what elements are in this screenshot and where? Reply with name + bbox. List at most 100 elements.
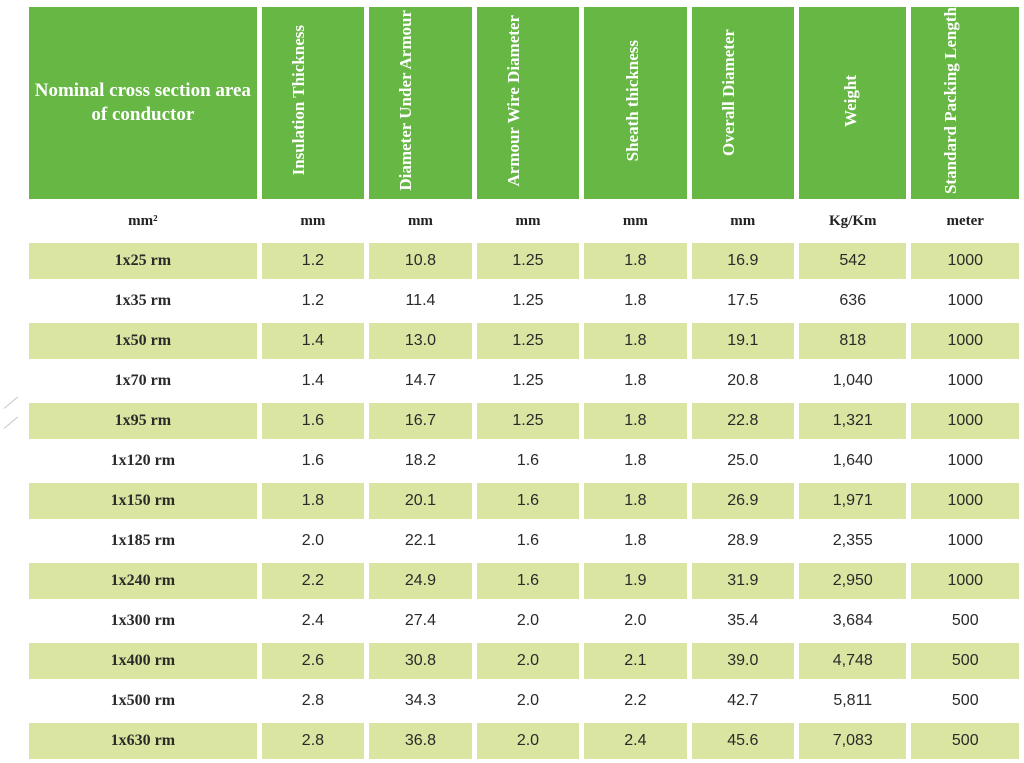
- header-standard-packing-length: Standard Packing Length: [911, 7, 1019, 200]
- table-cell: 22.8: [691, 403, 795, 440]
- table-cell: 500: [911, 643, 1019, 680]
- table-cell: 26.9: [691, 483, 795, 520]
- table-cell: 1.9: [584, 563, 687, 600]
- table-cell: 500: [951, 612, 979, 630]
- table-cell: 1000: [911, 403, 1019, 440]
- unit-cell: mm: [515, 212, 541, 229]
- table-cell: 2.8: [301, 692, 325, 710]
- header-armour-wire-diameter: Armour Wire Diameter: [476, 7, 580, 200]
- conductor-size-cell: 1x400 rm: [29, 643, 257, 680]
- table-row: 1x50 rm 1.4 13.0 1.25 1.8 19.1 818 1000: [29, 323, 1019, 360]
- table-cell: 1.8: [261, 483, 365, 520]
- table-cell: 31.9: [691, 563, 795, 600]
- table-cell: 1.6: [476, 483, 580, 520]
- table-cell: 2.0: [476, 643, 580, 680]
- table-cell: 1.6: [476, 563, 580, 600]
- table-row: 1x120 rm 1.6 18.2 1.6 1.8 25.0 1,640 100…: [29, 443, 1019, 479]
- table-cell: 1.25: [512, 372, 544, 390]
- table-cell: 14.7: [404, 372, 437, 390]
- table-cell: 500: [911, 723, 1019, 760]
- table-cell: 1,321: [799, 403, 907, 440]
- table-cell: 1.4: [301, 372, 325, 390]
- header-label: Insulation Thickness: [288, 25, 308, 176]
- table-row: 1x95 rm 1.6 16.7 1.25 1.8 22.8 1,321 100…: [29, 403, 1019, 440]
- table-cell: 542: [799, 243, 907, 280]
- conductor-size-cell: 1x25 rm: [29, 243, 257, 280]
- conductor-size-cell: 1x70 rm: [114, 372, 172, 390]
- header-label: Nominal cross section area of conductor: [34, 80, 251, 126]
- table-cell: 1.6: [516, 452, 540, 470]
- conductor-size-cell: 1x35 rm: [114, 292, 172, 310]
- header-diameter-under-armour: Diameter Under Armour: [369, 7, 472, 200]
- table-cell: 16.7: [369, 403, 472, 440]
- table-cell: 1.2: [301, 292, 325, 310]
- table-row: 1x25 rm 1.2 10.8 1.25 1.8 16.9 542 1000: [29, 243, 1019, 280]
- table-cell: 1.4: [261, 323, 365, 360]
- unit-cell: mm: [300, 212, 326, 229]
- table-cell: 2.0: [624, 612, 647, 630]
- table-cell: 24.9: [369, 563, 472, 600]
- table-cell: 27.4: [404, 612, 437, 630]
- table-row: 1x150 rm 1.8 20.1 1.6 1.8 26.9 1,971 100…: [29, 483, 1019, 520]
- header-sheath-thickness: Sheath thickness: [584, 7, 687, 200]
- table-cell: 1000: [911, 483, 1019, 520]
- table-cell: 30.8: [369, 643, 472, 680]
- table-cell: 20.1: [369, 483, 472, 520]
- table-cell: 500: [951, 692, 979, 710]
- header-label: Standard Packing Length: [941, 7, 961, 195]
- table-cell: 45.6: [691, 723, 795, 760]
- table-row: 1x185 rm 2.0 22.1 1.6 1.8 28.9 2,355 100…: [29, 523, 1019, 559]
- conductor-size-cell: 1x630 rm: [29, 723, 257, 760]
- header-overall-diameter: Overall Diameter: [691, 7, 795, 200]
- units-row: mm² mm mm mm mm mm Kg/Km meter: [29, 203, 1019, 239]
- table-cell: 2.2: [624, 692, 647, 710]
- conductor-size-cell: 1x120 rm: [110, 452, 176, 470]
- table-cell: 2.2: [261, 563, 365, 600]
- table-cell: 2.1: [584, 643, 687, 680]
- table-cell: 1.8: [624, 372, 647, 390]
- table-cell: 1000: [947, 292, 984, 310]
- table-cell: 42.7: [727, 692, 759, 710]
- table-cell: 1.8: [584, 243, 687, 280]
- table-cell: 10.8: [369, 243, 472, 280]
- table-cell: 25.0: [727, 452, 759, 470]
- table-cell: 36.8: [369, 723, 472, 760]
- table-cell: 28.9: [727, 532, 759, 550]
- table-cell: 2.4: [584, 723, 687, 760]
- decorative-line: [3, 396, 19, 409]
- table-cell: 1000: [911, 563, 1019, 600]
- table-cell: 1.25: [476, 323, 580, 360]
- unit-cell: mm²: [128, 212, 158, 229]
- table-cell: 2,950: [799, 563, 907, 600]
- table-cell: 3,684: [832, 612, 873, 630]
- table-cell: 1.25: [476, 243, 580, 280]
- table-cell: 2.0: [301, 532, 325, 550]
- table-cell: 11.4: [405, 292, 436, 310]
- header-label: Sheath thickness: [623, 39, 643, 162]
- table-cell: 1.8: [624, 452, 647, 470]
- table-cell: 636: [839, 292, 867, 310]
- table-row: 1x240 rm 2.2 24.9 1.6 1.9 31.9 2,950 100…: [29, 563, 1019, 600]
- table-row: 1x300 rm 2.4 27.4 2.0 2.0 35.4 3,684 500: [29, 603, 1019, 639]
- table-cell: 17.5: [727, 292, 759, 310]
- header-label: Diameter Under Armour: [396, 10, 416, 191]
- table-cell: 1.8: [624, 532, 647, 550]
- table-cell: 20.8: [727, 372, 759, 390]
- table-cell: 35.4: [727, 612, 759, 630]
- header-label: Weight: [840, 74, 860, 127]
- table-cell: 19.1: [691, 323, 795, 360]
- table-cell: 1000: [947, 372, 984, 390]
- conductor-size-cell: 1x95 rm: [29, 403, 257, 440]
- conductor-size-cell: 1x240 rm: [29, 563, 257, 600]
- table-cell: 1000: [947, 532, 984, 550]
- table-cell: 1.8: [584, 483, 687, 520]
- table-cell: 2.6: [261, 643, 365, 680]
- cable-spec-table: Nominal cross section area of conductor …: [24, 3, 1024, 763]
- table-cell: 2.8: [261, 723, 365, 760]
- table-cell: 1.6: [261, 403, 365, 440]
- header-row: Nominal cross section area of conductor …: [29, 7, 1019, 200]
- table-cell: 22.1: [404, 532, 437, 550]
- table-row: 1x630 rm 2.8 36.8 2.0 2.4 45.6 7,083 500: [29, 723, 1019, 760]
- table-cell: 1000: [911, 243, 1019, 280]
- table-cell: 39.0: [691, 643, 795, 680]
